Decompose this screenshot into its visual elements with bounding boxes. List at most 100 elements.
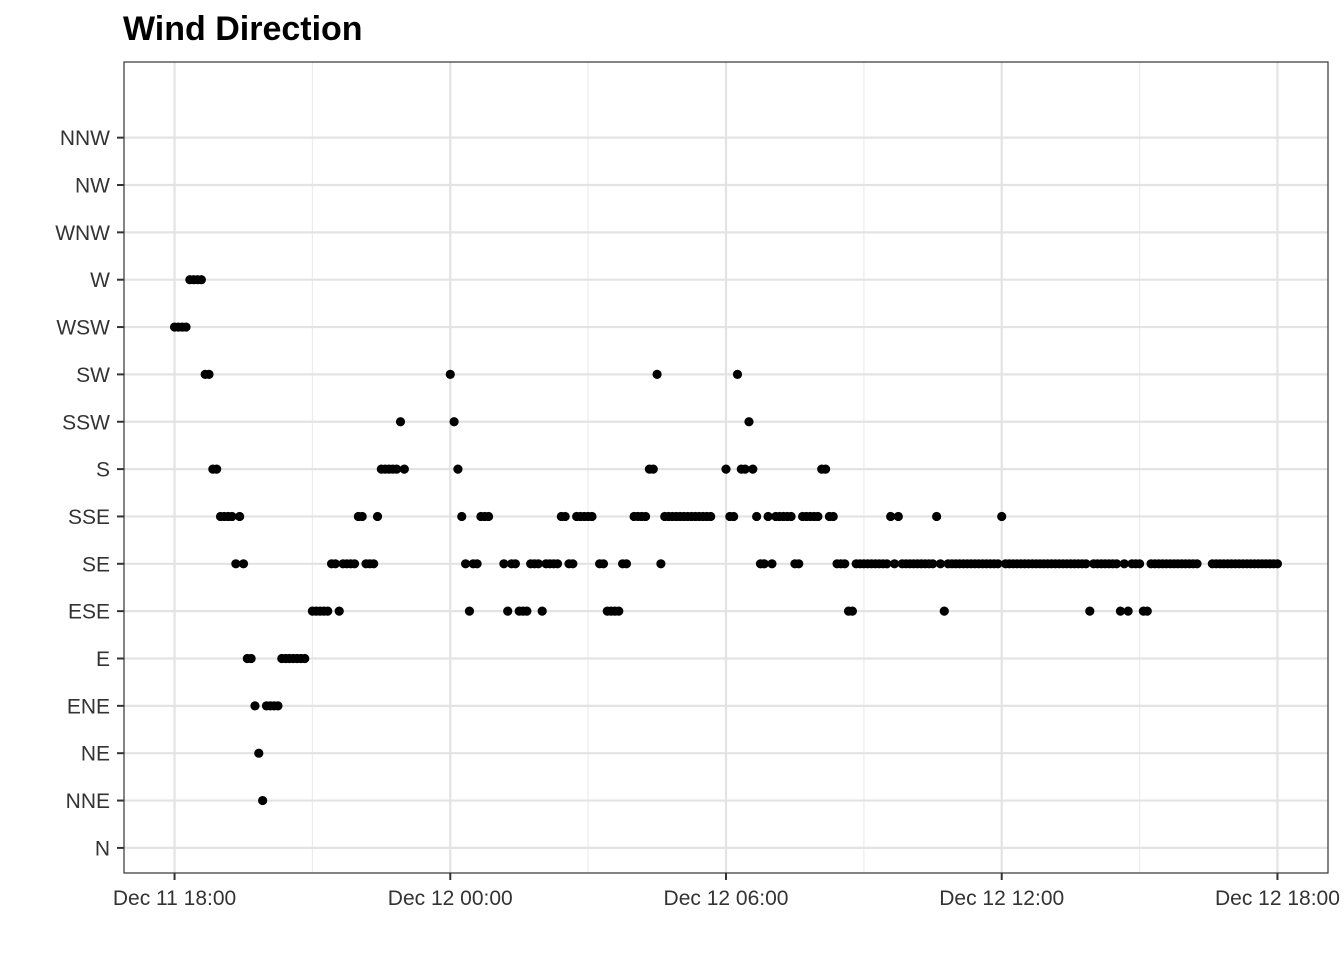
data-point (1134, 559, 1145, 569)
minor-gridlines (311, 62, 1141, 873)
data-point (935, 559, 946, 569)
x-tick-label: Dec 11 18:00 (113, 887, 236, 910)
data-point (552, 559, 563, 569)
data-point (503, 606, 513, 616)
y-tick-label: E (96, 648, 110, 671)
y-tick-label: SSW (62, 411, 110, 434)
y-tick-label: SSE (68, 506, 110, 529)
data-point (767, 559, 777, 569)
data-point (932, 511, 942, 522)
data-point (235, 511, 245, 522)
data-point (273, 701, 283, 711)
data-point (196, 275, 206, 285)
data-point (181, 322, 191, 332)
data-point (648, 464, 658, 474)
x-tick-label: Dec 12 06:00 (664, 887, 789, 910)
data-point (522, 606, 532, 616)
data-point (1142, 606, 1152, 616)
data-points (169, 275, 1283, 806)
y-tick-label: NE (81, 743, 110, 766)
data-point (330, 559, 340, 569)
data-point (640, 511, 651, 522)
data-point (533, 559, 543, 569)
major-gridlines (124, 62, 1328, 873)
data-point (238, 559, 249, 569)
data-point (706, 511, 716, 522)
data-point (759, 559, 769, 569)
data-point (231, 559, 241, 569)
y-tick-label: ENE (67, 695, 110, 718)
data-point (882, 559, 892, 569)
data-point (847, 606, 857, 616)
chart-title: Wind Direction (123, 10, 363, 48)
y-tick-label: W (90, 269, 110, 292)
data-point (740, 464, 750, 474)
data-point (349, 559, 360, 569)
data-point (369, 559, 379, 569)
data-point (250, 701, 260, 711)
data-point (1112, 559, 1122, 569)
data-point (1192, 559, 1202, 569)
data-point (499, 559, 509, 569)
data-point (300, 653, 310, 664)
data-point (357, 511, 367, 522)
data-point (621, 559, 632, 569)
data-point (246, 653, 256, 664)
data-point (997, 511, 1007, 522)
data-point (510, 559, 520, 569)
data-point (993, 559, 1003, 569)
y-axis: N NNE NE ENE E ESE SE SSE S SSW SW WSW W WNW NW NNW (55, 127, 124, 860)
data-point (212, 464, 222, 474)
data-point (732, 369, 743, 379)
data-point (537, 606, 547, 616)
data-point (568, 559, 578, 569)
y-tick-label: WNW (55, 222, 110, 245)
data-point (763, 511, 773, 522)
data-point (395, 417, 406, 427)
data-point (820, 464, 831, 474)
data-point (464, 606, 475, 616)
data-point (392, 464, 402, 474)
data-point (721, 464, 731, 474)
data-point (204, 369, 214, 379)
data-point (928, 559, 938, 569)
data-point (893, 511, 903, 522)
data-point (656, 559, 666, 569)
data-point (449, 417, 459, 427)
y-tick-label: N (95, 837, 110, 860)
data-point (886, 511, 896, 522)
data-point (744, 417, 754, 427)
data-point (939, 606, 949, 616)
data-point (445, 369, 455, 379)
data-point (786, 511, 796, 522)
data-point (813, 511, 823, 522)
data-point (1115, 606, 1126, 616)
data-point (472, 559, 482, 569)
data-point (652, 369, 662, 379)
data-point (227, 511, 237, 522)
y-tick-label: NNW (60, 127, 110, 150)
data-point (828, 511, 838, 522)
data-point (457, 511, 467, 522)
data-point (752, 511, 762, 522)
y-tick-label: WSW (56, 317, 110, 340)
data-point (453, 464, 463, 474)
data-point (598, 559, 609, 569)
data-point (460, 559, 471, 569)
y-tick-label: SW (76, 364, 110, 387)
data-point (560, 511, 570, 522)
x-tick-label: Dec 12 00:00 (388, 887, 513, 910)
x-tick-label: Dec 12 18:00 (1215, 887, 1340, 910)
data-point (323, 606, 333, 616)
y-tick-label: ESE (68, 601, 110, 624)
data-point (1085, 606, 1095, 616)
data-point (748, 464, 758, 474)
data-point (1081, 559, 1091, 569)
data-point (258, 795, 268, 806)
y-tick-label: NW (75, 175, 110, 198)
y-tick-label: NNE (66, 790, 110, 813)
data-point (614, 606, 624, 616)
data-point (729, 511, 739, 522)
data-point (794, 559, 804, 569)
x-axis: Dec 11 18:00 Dec 12 00:00 Dec 12 06:00 Dec … (113, 873, 1340, 910)
